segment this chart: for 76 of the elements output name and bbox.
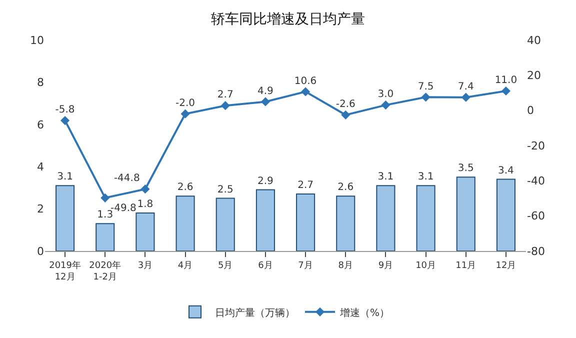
x-tick-label: 2020年 1-2月 (89, 260, 122, 282)
legend-label: 日均产量（万辆） (215, 306, 295, 319)
y-tick-label: 4 (37, 160, 44, 174)
data-label: -2.6 (336, 99, 356, 110)
chart-title: 轿车同比增速及日均产量 (211, 11, 365, 28)
point (300, 87, 310, 96)
point (60, 116, 70, 126)
x-tick-label: 9月 (378, 260, 394, 271)
y2-tick-label: -40 (527, 174, 545, 188)
bar (296, 194, 316, 251)
bar (176, 196, 195, 251)
data-label: 11.0 (494, 75, 518, 86)
bar (136, 212, 155, 251)
data-label: -49.8 (110, 202, 136, 214)
bar (496, 178, 516, 251)
data-label: 3.1 (378, 172, 394, 183)
y-tick-label: 6 (37, 118, 44, 132)
bar (216, 198, 235, 251)
x-tick-label: 12月 (496, 260, 516, 271)
y2-tick-label: 40 (527, 34, 541, 47)
bar (456, 176, 476, 251)
point (341, 110, 350, 120)
data-label: 1.3 (97, 210, 114, 221)
data-label: 3.5 (458, 163, 474, 174)
point (180, 109, 190, 118)
bar (96, 223, 115, 251)
data-label: 3.0 (378, 89, 394, 100)
y-tick-label: 8 (37, 76, 44, 90)
y2-tick-label: 0 (527, 104, 534, 118)
y2-tick-label: -60 (527, 210, 545, 223)
y-tick-label: 10 (30, 34, 44, 47)
data-label: -5.8 (55, 104, 75, 116)
data-label: 2.7 (217, 90, 234, 101)
bar (416, 185, 436, 251)
y2-tick-label: -80 (527, 244, 545, 258)
data-label: 3.1 (57, 172, 73, 183)
x-tick-label: 6月 (258, 260, 273, 271)
point (260, 97, 270, 106)
data-label: 3.1 (418, 172, 434, 183)
y2-tick-label: -20 (527, 139, 545, 152)
point (461, 92, 470, 102)
data-label: 7.4 (458, 81, 474, 92)
data-label: -44.8 (114, 173, 140, 184)
data-label: 7.5 (418, 81, 434, 92)
data-label: 2.5 (217, 184, 234, 196)
x-tick-label: 3月 (138, 260, 153, 271)
data-label: 2.6 (177, 182, 194, 194)
data-label: -2.0 (176, 98, 196, 109)
x-tick-label: 7月 (298, 260, 313, 271)
point (421, 92, 430, 102)
bar (256, 189, 275, 251)
point (501, 86, 511, 96)
data-label: 1.8 (137, 199, 154, 210)
point (381, 100, 390, 110)
bar (376, 185, 396, 251)
data-label: 2.6 (338, 182, 354, 194)
x-tick-label: 11月 (456, 260, 476, 271)
data-label: 10.6 (294, 76, 317, 87)
x-tick-label: 4月 (178, 260, 193, 271)
point (100, 193, 110, 202)
x-tick-label: 10月 (416, 260, 436, 271)
data-label: 2.7 (298, 180, 314, 192)
y-tick-label: 0 (37, 244, 44, 258)
x-tick-label: 5月 (218, 260, 233, 271)
point (140, 184, 150, 194)
data-label: 4.9 (258, 86, 274, 97)
bar (56, 185, 75, 251)
data-label: 3.4 (498, 165, 514, 176)
x-tick-label: 8月 (338, 260, 353, 271)
y-tick-label: 2 (37, 202, 44, 216)
legend-label: 增速（%） (339, 306, 390, 319)
point (220, 101, 230, 110)
x-tick-label: 2019年 12月 (49, 260, 81, 282)
data-label: 2.9 (258, 176, 274, 187)
bar (336, 196, 356, 251)
y2-tick-label: 20 (527, 69, 541, 82)
